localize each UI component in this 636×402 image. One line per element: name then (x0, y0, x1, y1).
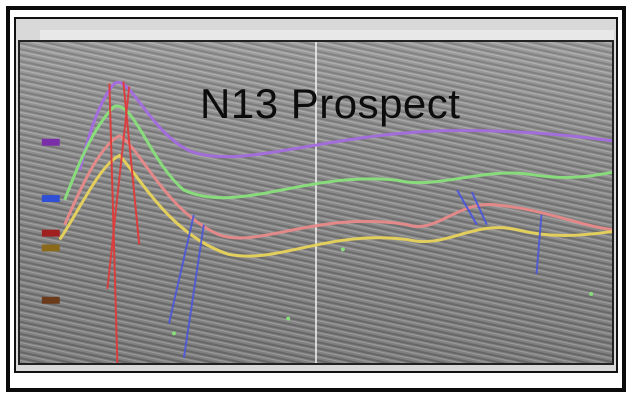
fault-blue-1 (168, 214, 195, 324)
prospect-title: N13 Prospect (200, 80, 461, 127)
horizon-pink (63, 134, 612, 240)
fault-blue-3 (456, 189, 478, 226)
fault-blue-5 (535, 214, 543, 275)
dot-green-2 (589, 291, 594, 296)
horizon-purple (78, 80, 612, 171)
fault-blue-4 (471, 191, 488, 226)
fault-blue-2 (182, 224, 205, 359)
tag-brown-2 (41, 296, 60, 304)
tag-brown (41, 244, 60, 252)
tag-red (41, 229, 60, 237)
dot-green-4 (286, 316, 291, 321)
tag-purple (41, 138, 60, 146)
fault-red-1 (108, 83, 119, 363)
tag-blue (41, 195, 60, 203)
dot-green-3 (171, 331, 176, 336)
seismic-section (18, 40, 614, 365)
dot-green (340, 247, 345, 252)
fault-red-3 (106, 86, 131, 290)
horizon-green (63, 104, 612, 201)
horizon-yellow (58, 153, 612, 258)
